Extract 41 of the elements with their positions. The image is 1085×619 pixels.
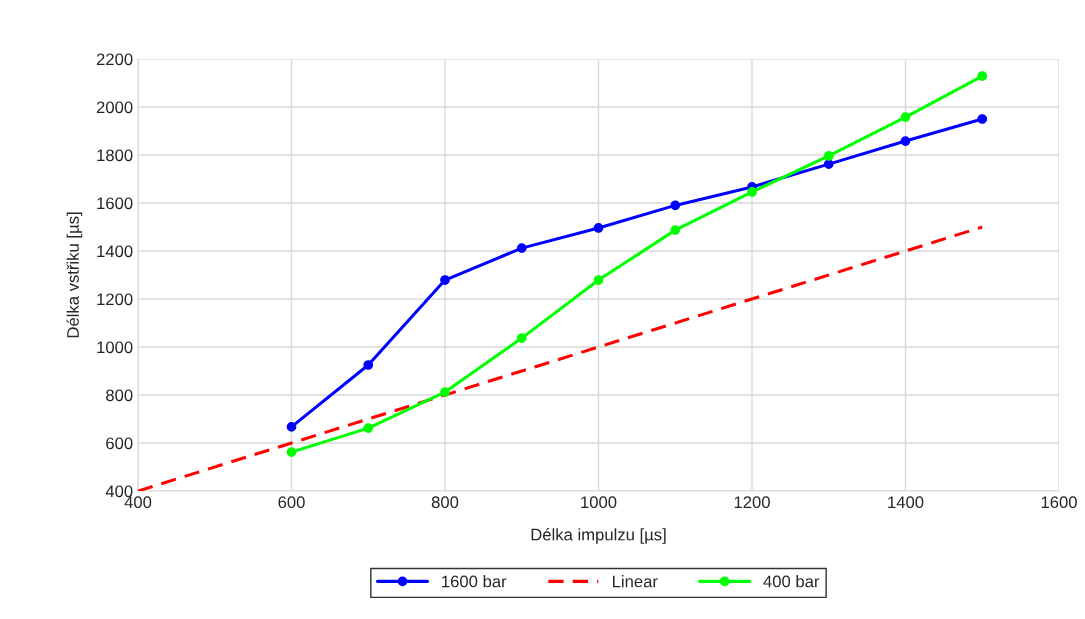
point <box>516 243 527 253</box>
y-tick-label: 2200 <box>96 53 133 66</box>
x-tick-label: 800 <box>431 496 459 509</box>
point <box>286 422 297 432</box>
point <box>440 275 450 285</box>
x-tick-label: 1200 <box>734 496 770 509</box>
point <box>823 151 834 161</box>
point <box>440 387 450 397</box>
y-tick-label: 400 <box>105 485 133 498</box>
y-tick-label: 800 <box>106 389 133 402</box>
legend-label: 1600 bar <box>442 575 507 588</box>
x-tick-label: 1400 <box>888 496 924 509</box>
x-tick-label: 1000 <box>581 496 617 509</box>
point <box>363 423 374 433</box>
point <box>670 200 681 211</box>
point <box>900 112 911 122</box>
point <box>670 225 681 235</box>
point <box>286 447 297 457</box>
point <box>900 136 911 146</box>
point <box>593 223 604 233</box>
x-tick-label: 400 <box>124 496 152 509</box>
point <box>363 360 374 370</box>
point <box>823 159 834 169</box>
point <box>747 187 757 197</box>
point <box>977 71 988 81</box>
legend-label: Linear <box>613 575 658 588</box>
y-axis-title: Délka vstřiku [µs] <box>66 212 83 338</box>
x-axis-title: Délka impulzu [µs] <box>531 528 666 544</box>
x-tick-label: 1600 <box>1041 496 1077 509</box>
y-tick-label: 1000 <box>97 341 133 354</box>
point <box>977 114 988 124</box>
legend-label: 400 bar <box>763 575 820 588</box>
point <box>593 275 604 285</box>
y-tick-label: 600 <box>106 437 133 450</box>
y-tick-label: 2000 <box>96 101 133 114</box>
y-tick-label: 1800 <box>97 149 133 162</box>
point <box>516 333 527 343</box>
y-tick-label: 1400 <box>97 245 133 258</box>
y-tick-label: 1200 <box>97 293 133 306</box>
x-tick-label: 600 <box>278 496 305 509</box>
y-tick-label: 1600 <box>97 197 133 210</box>
